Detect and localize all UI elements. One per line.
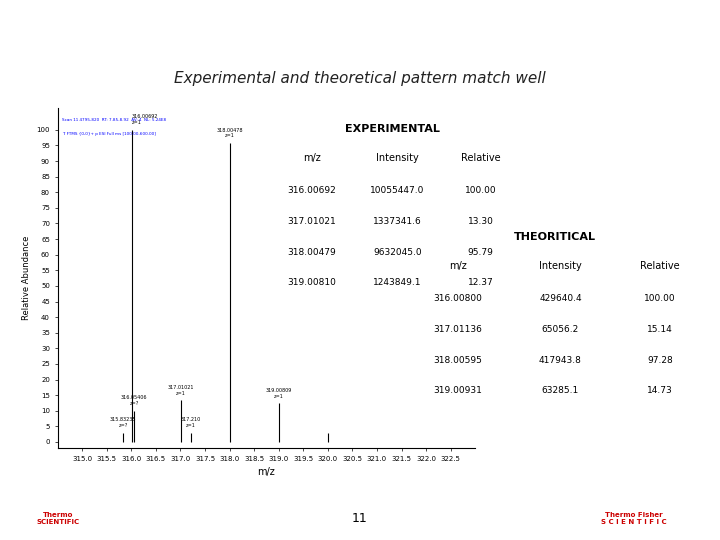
Text: 65056.2: 65056.2 <box>542 325 579 334</box>
Text: 317.01136: 317.01136 <box>433 325 482 334</box>
Text: 319.00809
z=1: 319.00809 z=1 <box>266 388 292 399</box>
Text: 63285.1: 63285.1 <box>542 386 579 395</box>
Text: 316.00692
z=1: 316.00692 z=1 <box>132 114 158 125</box>
Text: 1243849.1: 1243849.1 <box>373 278 422 287</box>
Text: 316.00692: 316.00692 <box>287 186 336 195</box>
Text: 100.00: 100.00 <box>465 186 496 195</box>
Text: 317.01021: 317.01021 <box>287 217 336 226</box>
Y-axis label: Relative Abundance: Relative Abundance <box>22 236 31 320</box>
Text: THEORITICAL: THEORITICAL <box>513 232 595 242</box>
Text: 14.73: 14.73 <box>647 386 673 395</box>
X-axis label: m/z: m/z <box>258 468 275 477</box>
Text: 316.05406
z=?: 316.05406 z=? <box>121 395 147 406</box>
Text: 97.28: 97.28 <box>647 355 673 364</box>
Text: 10055447.0: 10055447.0 <box>370 186 425 195</box>
Text: 319.00931: 319.00931 <box>433 386 482 395</box>
Text: 319.00810: 319.00810 <box>287 278 336 287</box>
Text: 100.00: 100.00 <box>644 294 676 303</box>
Text: Thermo Fisher
S C I E N T I F I C: Thermo Fisher S C I E N T I F I C <box>600 512 667 525</box>
Text: 318.00479: 318.00479 <box>287 247 336 256</box>
Text: Intensity: Intensity <box>376 153 419 163</box>
Text: 95.79: 95.79 <box>468 247 493 256</box>
Text: 9632045.0: 9632045.0 <box>373 247 422 256</box>
Text: 318.00595: 318.00595 <box>433 355 482 364</box>
Text: 429640.4: 429640.4 <box>539 294 582 303</box>
Text: 15.14: 15.14 <box>647 325 673 334</box>
Text: m/z: m/z <box>303 153 320 163</box>
Text: 315.83235
z=?: 315.83235 z=? <box>110 417 136 428</box>
Text: 13.30: 13.30 <box>468 217 493 226</box>
Text: Intensity: Intensity <box>539 261 582 271</box>
Text: 317.01021
z=1: 317.01021 z=1 <box>168 385 194 396</box>
Text: Scan 11 4795-820  RT: 7.85-8.92  AV: 4  NL: 5.24E8: Scan 11 4795-820 RT: 7.85-8.92 AV: 4 NL:… <box>62 118 166 122</box>
Text: Thermo
SCIENTIFIC: Thermo SCIENTIFIC <box>36 512 79 525</box>
Text: T: FTMS {0,0}+ p ESI Full ms [100.00-600.00]: T: FTMS {0,0}+ p ESI Full ms [100.00-600… <box>62 132 156 136</box>
Text: 417943.8: 417943.8 <box>539 355 582 364</box>
Text: EXPERIMENTAL: EXPERIMENTAL <box>345 124 440 134</box>
Text: 318.00478
z=1: 318.00478 z=1 <box>217 127 243 138</box>
Text: 316.00800: 316.00800 <box>433 294 482 303</box>
Text: 12.37: 12.37 <box>468 278 493 287</box>
Text: Experimental and theoretical pattern match well: Experimental and theoretical pattern mat… <box>174 71 546 86</box>
Text: Accuracy of experimental isotope pattern - Bromazepam: Accuracy of experimental isotope pattern… <box>14 20 569 39</box>
Text: 1337341.6: 1337341.6 <box>373 217 422 226</box>
Text: Relative: Relative <box>461 153 500 163</box>
Text: m/z: m/z <box>449 261 467 271</box>
Text: 11: 11 <box>352 512 368 525</box>
Text: 317.210
z=1: 317.210 z=1 <box>181 417 201 428</box>
Text: Relative: Relative <box>640 261 680 271</box>
